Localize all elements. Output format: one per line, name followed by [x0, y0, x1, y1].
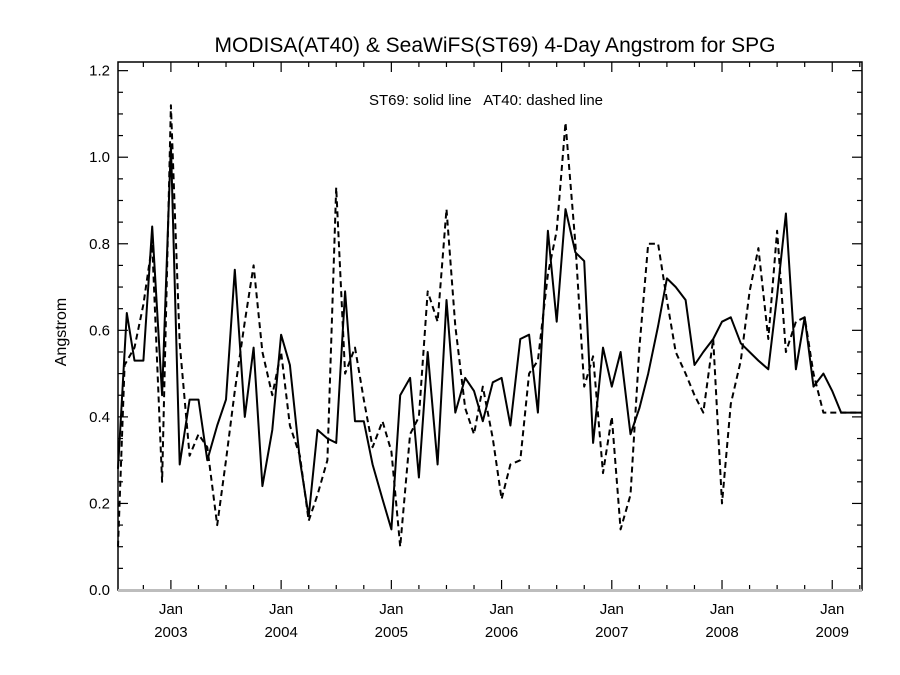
x-tick-year-label: 2007 [595, 624, 628, 641]
x-tick-month-label: Jan [159, 601, 183, 618]
chart-title: MODISA(AT40) & SeaWiFS(ST69) 4-Day Angst… [215, 34, 776, 57]
x-tick-year-label: 2005 [375, 624, 408, 641]
y-tick-label: 0.4 [89, 409, 110, 426]
x-tick-month-label: Jan [600, 601, 624, 618]
x-tick-month-label: Jan [379, 601, 403, 618]
y-tick-label: 0.8 [89, 236, 110, 253]
y-tick-label: 1.2 [89, 63, 110, 80]
y-tick-label: 0.6 [89, 322, 110, 339]
plot-area: 0.0 0.2 0.4 0.6 0.8 1.0 1.2 Jan 2003 Jan 2004 Jan 20… [89, 61, 863, 641]
series-line-at40 [117, 104, 862, 548]
x-tick-month-label: Jan [820, 601, 844, 618]
legend-annotation: ST69: solid line AT40: dashed line [369, 92, 603, 109]
y-tick-label: 1.0 [89, 149, 110, 166]
y-axis-label: Angstrom [53, 298, 70, 366]
plot-frame [117, 61, 863, 591]
y-tick-label: 0.0 [89, 582, 110, 599]
x-tick-month-label: Jan [710, 601, 734, 618]
x-tick-month-label: Jan [489, 601, 513, 618]
x-tick-year-label: 2009 [816, 624, 849, 641]
x-tick-month-label: Jan [269, 601, 293, 618]
x-tick-year-label: 2003 [154, 624, 187, 641]
x-tick-year-label: 2008 [705, 624, 738, 641]
x-tick-year-label: 2006 [485, 624, 518, 641]
x-tick-year-label: 2004 [264, 624, 297, 641]
y-tick-label: 0.2 [89, 495, 110, 512]
series-line-st69 [117, 143, 862, 531]
x-axis-baseline [118, 589, 862, 592]
